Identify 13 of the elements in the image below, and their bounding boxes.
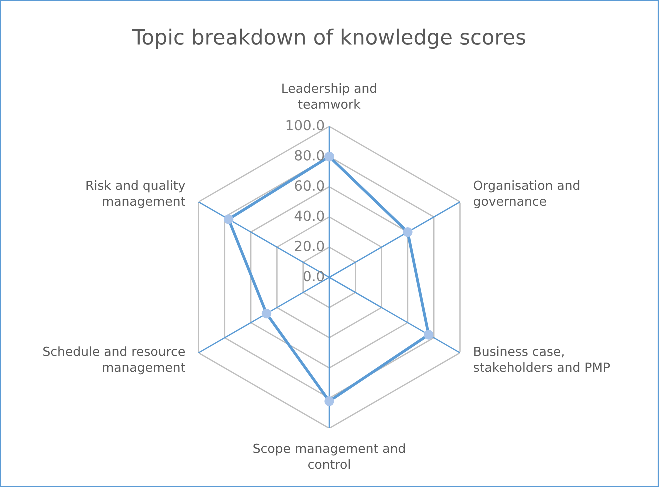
- y-tick-label: 100.0: [286, 120, 324, 131]
- spoke-label: Schedule and resource management: [44, 346, 186, 375]
- y-tick-label: 20.0: [295, 240, 324, 252]
- y-tick-label: 40.0: [294, 210, 324, 222]
- spoke-label: Scope management and control: [254, 444, 405, 470]
- spoke-label: Business case, stakeholders and PMP: [474, 346, 610, 372]
- y-tick-label: 60.0: [295, 180, 324, 192]
- spoke-label: Organisation and governance: [474, 180, 580, 209]
- y-tick-label: 80.0: [295, 150, 324, 161]
- chart-title: Topic breakdown of knowledge scores: [132, 28, 526, 50]
- spoke-label: Leadership and teamwork: [282, 84, 376, 110]
- y-tick-label: 0.0: [304, 271, 324, 282]
- spoke-label: Risk and quality management: [86, 180, 186, 209]
